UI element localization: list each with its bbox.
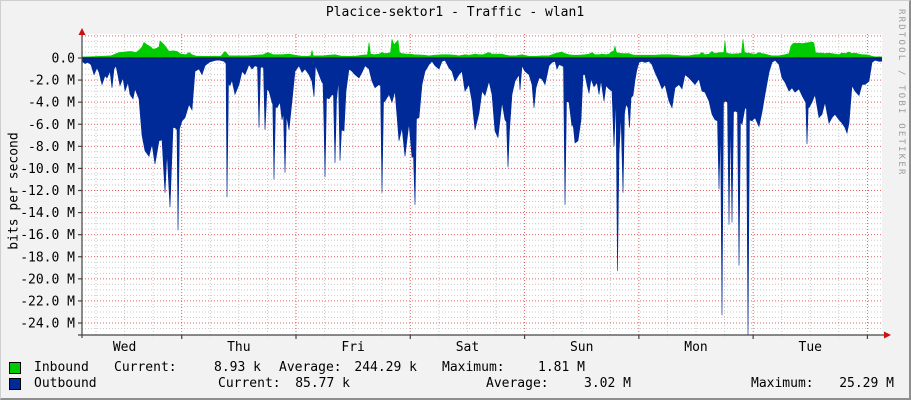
y-tick-label: -12.0 M bbox=[20, 184, 75, 199]
outbound-current-label: Current: bbox=[218, 376, 281, 391]
inbound-average-value: 244.29 k bbox=[354, 360, 417, 375]
x-tick-label: Mon bbox=[684, 340, 707, 355]
y-tick-label: -16.0 M bbox=[20, 228, 75, 243]
axes bbox=[78, 34, 885, 339]
x-tick-label: Sat bbox=[456, 340, 479, 355]
outbound-maximum-value: 25.29 M bbox=[839, 376, 894, 391]
y-tick-labels: 0.0 -2.0 M -4.0 M -6.0 M -8.0 M -10.0 M -12.0 … bbox=[20, 52, 75, 332]
inbound-current-label: Current: bbox=[114, 360, 177, 375]
outbound-area-series bbox=[82, 57, 882, 335]
y-axis-unit-label: bits per second bbox=[6, 132, 22, 250]
outbound-legend-label: Outbound bbox=[34, 376, 97, 391]
x-tick-label: Thu bbox=[227, 340, 250, 355]
rrdtool-watermark: RRDTOOL / TOBI OETIKER bbox=[896, 9, 906, 177]
inbound-maximum-label: Maximum: bbox=[442, 360, 505, 375]
inbound-legend-label: Inbound bbox=[34, 360, 89, 375]
y-tick-label: -8.0 M bbox=[28, 140, 75, 155]
x-tick-label: Fri bbox=[341, 340, 364, 355]
graph-title: Placice-sektor1 - Traffic - wlan1 bbox=[325, 5, 585, 20]
y-tick-label: -14.0 M bbox=[20, 206, 75, 221]
y-tick-label: -20.0 M bbox=[20, 272, 75, 287]
y-tick-label: -22.0 M bbox=[20, 294, 75, 309]
inbound-area-series bbox=[82, 39, 882, 59]
y-tick-label: -4.0 M bbox=[28, 96, 75, 111]
outbound-average-label: Average: bbox=[486, 376, 549, 391]
y-tick-label: -10.0 M bbox=[20, 162, 75, 177]
y-tick-label: 0.0 bbox=[52, 52, 75, 67]
y-tick-label: -2.0 M bbox=[28, 74, 75, 89]
inbound-maximum-value: 1.81 M bbox=[538, 360, 585, 375]
inbound-current-value: 8.93 k bbox=[214, 360, 261, 375]
inbound-average-label: Average: bbox=[279, 360, 342, 375]
outbound-swatch bbox=[9, 378, 21, 390]
x-tick-labels: Wed Thu Fri Sat Sun Mon Tue bbox=[113, 340, 822, 355]
outbound-maximum-label: Maximum: bbox=[751, 376, 814, 391]
outbound-current-value: 85.77 k bbox=[295, 376, 350, 391]
y-tick-label: -24.0 M bbox=[20, 317, 75, 332]
x-tick-label: Tue bbox=[799, 340, 823, 355]
y-tick-label: -6.0 M bbox=[28, 118, 75, 133]
inbound-swatch bbox=[9, 362, 21, 374]
y-axis-arrow-icon bbox=[78, 28, 86, 35]
x-axis-arrow-icon bbox=[884, 331, 891, 339]
x-tick-label: Sun bbox=[570, 340, 593, 355]
y-tick-label: -18.0 M bbox=[20, 250, 75, 265]
x-tick-label: Wed bbox=[113, 340, 136, 355]
outbound-average-value: 3.02 M bbox=[584, 376, 631, 391]
